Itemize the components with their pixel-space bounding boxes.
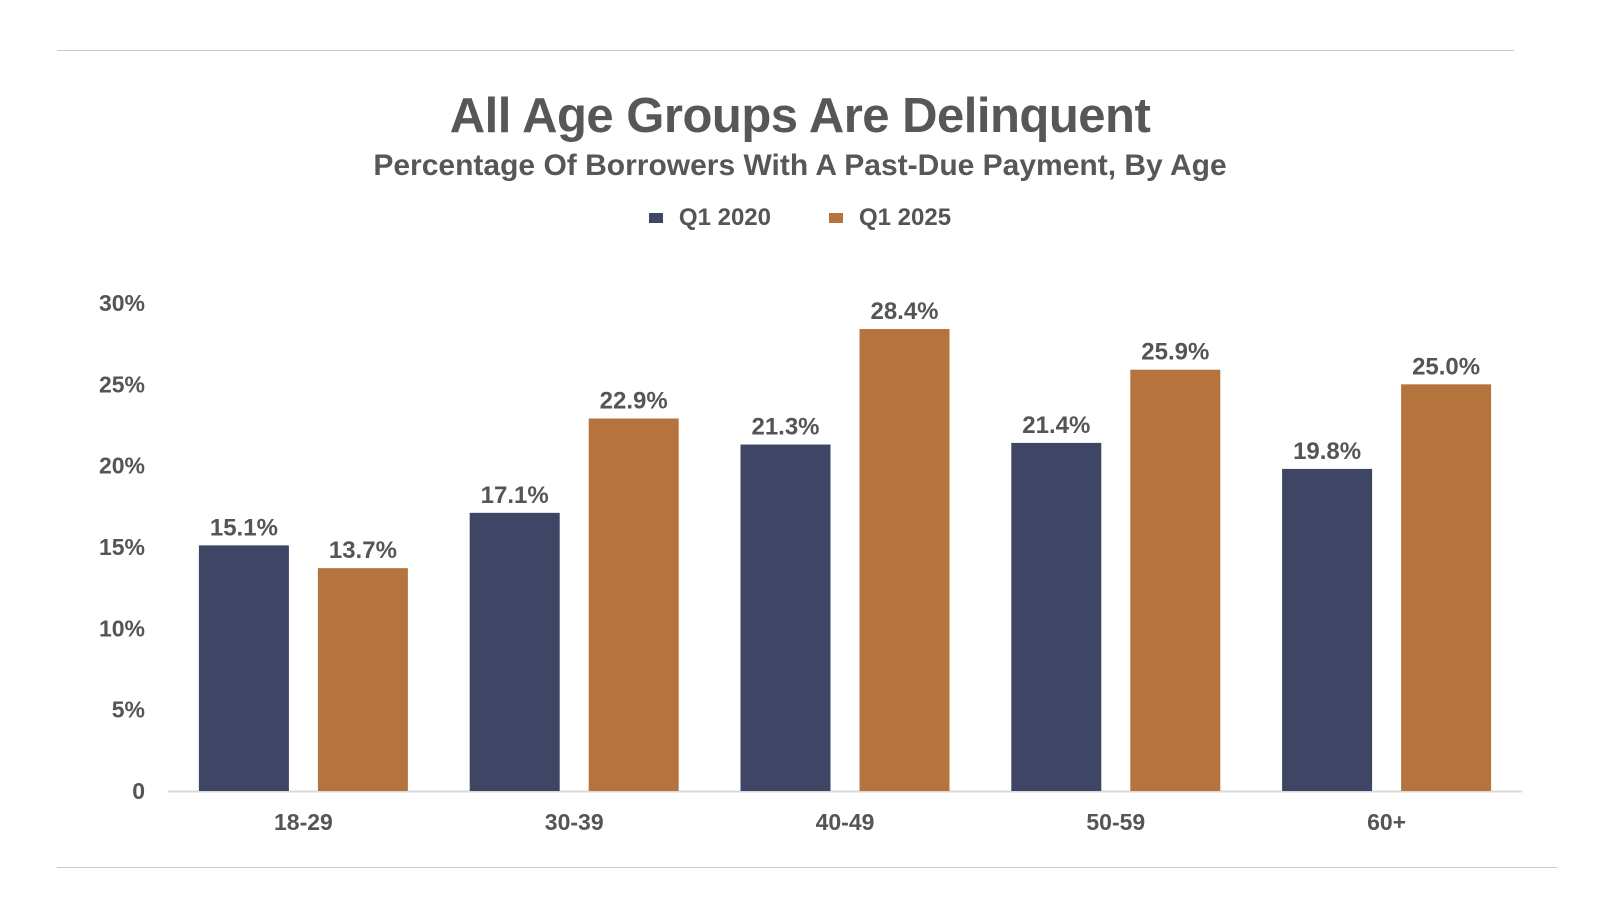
data-label: 19.8% xyxy=(1293,438,1361,465)
y-tick-label: 25% xyxy=(99,371,145,397)
y-tick-label: 20% xyxy=(99,453,145,479)
data-label: 21.3% xyxy=(751,414,819,441)
legend-item-q1-2020: Q1 2020 xyxy=(648,204,771,232)
data-label: 25.9% xyxy=(1141,339,1209,366)
bar-18-29-q1-2025 xyxy=(317,568,408,791)
bar-60+-q1-2025 xyxy=(1401,384,1492,791)
x-tick-label: 30-39 xyxy=(545,809,604,835)
data-label: 28.4% xyxy=(870,298,938,325)
legend-swatch-q1-2020 xyxy=(648,213,663,223)
legend-item-q1-2025: Q1 2025 xyxy=(829,204,951,232)
top-divider xyxy=(57,50,1514,51)
data-label: 15.1% xyxy=(210,514,278,541)
bar-30-39-q1-2025 xyxy=(588,418,679,791)
bar-50-59-q1-2020 xyxy=(1011,442,1102,791)
x-tick-label: 40-49 xyxy=(816,809,875,835)
legend-swatch-q1-2025 xyxy=(829,213,843,223)
x-tick-label: 50-59 xyxy=(1086,809,1145,835)
legend-label-q1-2020: Q1 2020 xyxy=(678,204,771,231)
bar-30-39-q1-2020 xyxy=(469,512,560,791)
x-tick-label: 18-29 xyxy=(274,809,333,835)
bar-18-29-q1-2020 xyxy=(198,545,289,791)
bar-40-49-q1-2020 xyxy=(740,444,831,791)
chart-subtitle: Percentage Of Borrowers With A Past-Due … xyxy=(373,149,1227,182)
bar-40-49-q1-2025 xyxy=(859,329,950,791)
data-label: 22.9% xyxy=(600,387,668,414)
bottom-divider xyxy=(57,867,1557,868)
y-tick-label: 15% xyxy=(99,534,145,560)
y-tick-label: 5% xyxy=(112,697,145,723)
data-label: 13.7% xyxy=(329,537,397,564)
legend-label-q1-2025: Q1 2025 xyxy=(859,204,952,231)
data-label: 21.4% xyxy=(1022,412,1090,439)
bar-60+-q1-2020 xyxy=(1282,468,1373,791)
data-label: 25.0% xyxy=(1412,353,1480,380)
data-label: 17.1% xyxy=(481,482,549,509)
y-tick-label: 30% xyxy=(99,290,145,316)
chart-title: All Age Groups Are Delinquent xyxy=(449,89,1151,143)
chart-legend: Q1 2020 Q1 2025 xyxy=(0,204,1600,232)
y-tick-label: 0 xyxy=(132,778,145,804)
y-tick-label: 10% xyxy=(99,615,145,641)
x-tick-label: 60+ xyxy=(1367,809,1406,835)
bar-50-59-q1-2025 xyxy=(1130,369,1221,791)
